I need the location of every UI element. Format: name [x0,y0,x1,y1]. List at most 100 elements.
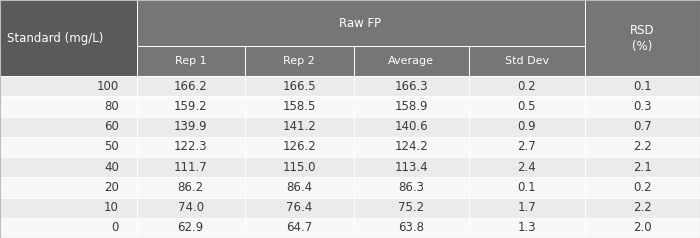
Text: 2.1: 2.1 [633,161,652,174]
Text: 86.3: 86.3 [398,181,424,194]
Bar [584,0,700,76]
Text: 158.5: 158.5 [283,100,316,113]
Bar [584,137,700,157]
Bar [245,96,354,117]
Bar [469,76,584,96]
Text: 64.7: 64.7 [286,221,312,234]
Bar [354,218,469,238]
Bar [245,198,354,218]
Text: 139.9: 139.9 [174,120,208,133]
Bar [245,177,354,198]
Bar [0,117,136,137]
Text: 0: 0 [111,221,119,234]
Text: 140.6: 140.6 [394,120,428,133]
Text: 122.3: 122.3 [174,140,208,154]
Bar [0,96,136,117]
Bar [584,198,700,218]
Bar [469,177,584,198]
Bar [245,76,354,96]
Text: 113.4: 113.4 [394,161,428,174]
Bar [136,137,245,157]
Bar [136,0,584,46]
Bar [0,218,136,238]
Bar [0,177,136,198]
Bar [584,218,700,238]
Text: 158.9: 158.9 [395,100,428,113]
Bar [245,218,354,238]
Text: Rep 2: Rep 2 [284,56,315,66]
Bar [584,177,700,198]
Bar [354,46,469,76]
Text: 63.8: 63.8 [398,221,424,234]
Text: 76.4: 76.4 [286,201,312,214]
Bar [0,157,136,177]
Bar [136,157,245,177]
Text: Rep 1: Rep 1 [175,56,206,66]
Text: 60: 60 [104,120,119,133]
Text: 0.3: 0.3 [633,100,652,113]
Bar [584,96,700,117]
Text: Average: Average [389,56,434,66]
Bar [0,198,136,218]
Text: 2.0: 2.0 [633,221,652,234]
Text: Raw FP: Raw FP [340,17,382,30]
Bar [245,137,354,157]
Text: 10: 10 [104,201,119,214]
Bar [469,96,584,117]
Bar [136,177,245,198]
Text: 124.2: 124.2 [394,140,428,154]
Bar [469,117,584,137]
Bar [584,157,700,177]
Text: 141.2: 141.2 [282,120,316,133]
Bar [0,0,136,76]
Text: 86.4: 86.4 [286,181,312,194]
Text: 166.2: 166.2 [174,80,208,93]
Text: 2.2: 2.2 [633,140,652,154]
Bar [245,46,354,76]
Text: 62.9: 62.9 [178,221,204,234]
Text: 0.2: 0.2 [517,80,536,93]
Text: 20: 20 [104,181,119,194]
Bar [354,137,469,157]
Bar [354,76,469,96]
Bar [469,137,584,157]
Text: 159.2: 159.2 [174,100,208,113]
Bar [136,76,245,96]
Text: 74.0: 74.0 [178,201,204,214]
Bar [584,76,700,96]
Bar [136,46,245,76]
Bar [354,117,469,137]
Bar [354,157,469,177]
Text: 80: 80 [104,100,119,113]
Bar [136,96,245,117]
Text: 0.1: 0.1 [633,80,652,93]
Text: 75.2: 75.2 [398,201,424,214]
Text: Standard (mg/L): Standard (mg/L) [7,32,104,45]
Bar [354,177,469,198]
Text: 0.5: 0.5 [517,100,536,113]
Text: 50: 50 [104,140,119,154]
Text: 0.1: 0.1 [517,181,536,194]
Text: Std Dev: Std Dev [505,56,549,66]
Bar [136,218,245,238]
Bar [469,157,584,177]
Text: 166.3: 166.3 [394,80,428,93]
Text: 1.7: 1.7 [517,201,536,214]
Bar [245,157,354,177]
Text: 2.7: 2.7 [517,140,536,154]
Bar [584,117,700,137]
Text: 86.2: 86.2 [178,181,204,194]
Text: 100: 100 [97,80,119,93]
Text: RSD
(%): RSD (%) [630,24,654,53]
Text: 111.7: 111.7 [174,161,208,174]
Text: 115.0: 115.0 [283,161,316,174]
Text: 0.9: 0.9 [517,120,536,133]
Bar [469,198,584,218]
Bar [469,46,584,76]
Text: 40: 40 [104,161,119,174]
Text: 166.5: 166.5 [282,80,316,93]
Bar [354,96,469,117]
Text: 0.7: 0.7 [633,120,652,133]
Text: 2.2: 2.2 [633,201,652,214]
Bar [245,117,354,137]
